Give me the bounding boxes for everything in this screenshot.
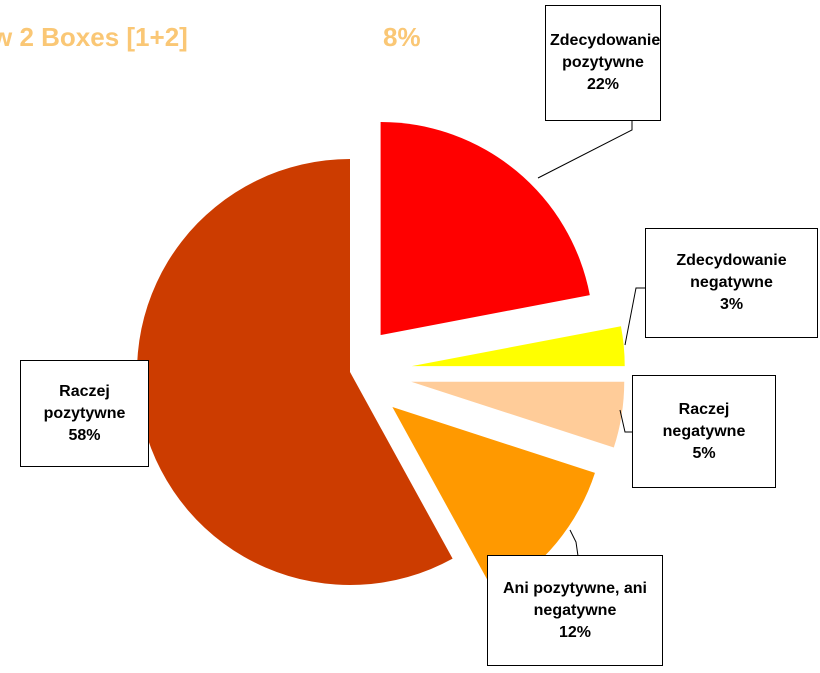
label-name: Zdecydowanie negatywne [676,252,787,291]
pie-slice [411,381,625,448]
label-name: Raczej pozytywne [43,382,126,422]
annotation: 8% [383,22,421,52]
annotation: w 2 Boxes [1+2] [0,22,188,52]
pie-slice [411,326,625,367]
label-value: 22% [586,76,620,93]
label-value: 12% [558,623,592,641]
label-value: 3% [719,296,744,313]
leader-line [569,529,579,557]
label-name: Ani pozytywne, ani negatywne [502,579,647,619]
data-label: Ani pozytywne, ani negatywne 12% [487,555,663,666]
data-label: Zdecydowanie pozytywne 22% [545,5,661,121]
label-name: Zdecydowanie pozytywne [550,32,661,71]
pie-slice [392,407,595,594]
leader-line [537,120,633,179]
data-label: Raczej negatywne 5% [632,375,776,488]
label-value: 58% [68,426,101,444]
leader-line [624,287,645,346]
label-name: Raczej negatywne [662,400,746,440]
data-label: Zdecydowanie negatywne 3% [645,228,818,338]
data-label: Raczej pozytywne 58% [20,360,149,467]
pie-slice [380,122,590,336]
pie-slice [137,159,453,585]
leader-line [619,409,632,433]
label-value: 5% [692,444,716,462]
